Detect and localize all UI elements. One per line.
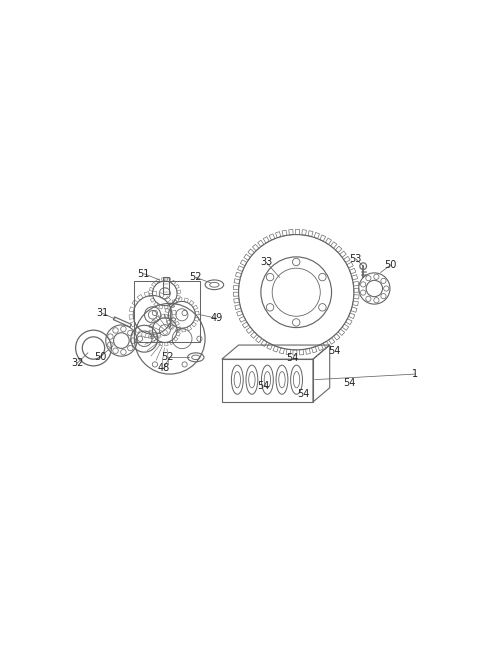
Text: 1: 1 (412, 369, 419, 379)
Text: 53: 53 (349, 254, 362, 264)
Text: 50: 50 (384, 260, 396, 270)
Text: 54: 54 (286, 353, 299, 363)
Text: 32: 32 (72, 358, 84, 368)
Text: 54: 54 (258, 381, 270, 392)
Text: 54: 54 (328, 346, 341, 356)
Text: 31: 31 (96, 308, 109, 318)
Text: 54: 54 (298, 389, 310, 399)
Text: 52: 52 (190, 272, 202, 282)
Text: 52: 52 (162, 352, 174, 361)
Text: 49: 49 (210, 314, 222, 323)
Text: 33: 33 (260, 257, 273, 268)
Text: 50: 50 (94, 352, 107, 361)
Text: 54: 54 (343, 378, 356, 388)
Text: 48: 48 (157, 363, 169, 373)
Text: 51: 51 (137, 268, 150, 279)
